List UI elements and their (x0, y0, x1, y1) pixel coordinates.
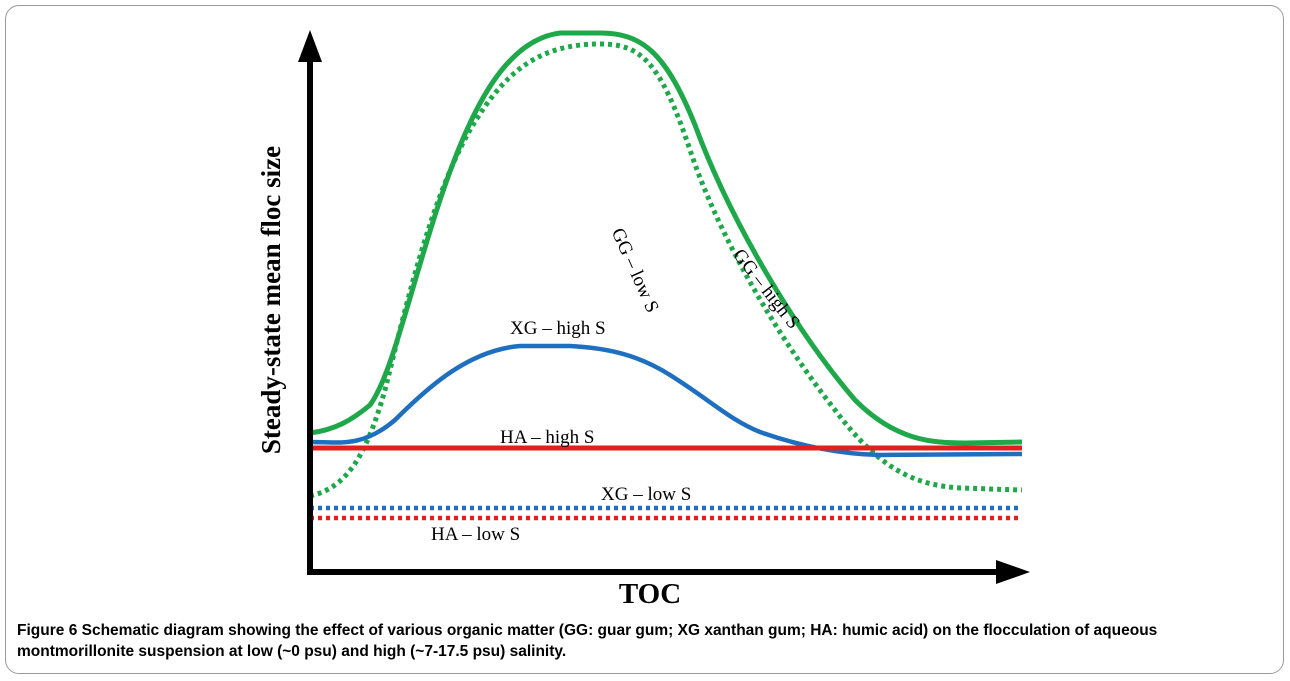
caption-prefix: Figure (17, 622, 65, 639)
figure-caption: Figure 6 Schematic diagram showing the e… (17, 620, 1267, 662)
figure-frame (5, 5, 1284, 674)
x-axis-arrowhead (996, 560, 1030, 584)
caption-number: 6 (68, 622, 78, 639)
label-xg-high: XG – high S (510, 318, 606, 339)
curve-xg-high (309, 343, 1023, 458)
label-ha-high: HA – high S (500, 427, 595, 448)
x-axis-title: TOC (618, 578, 682, 610)
label-xg-low: XG – low S (601, 484, 692, 505)
label-ha-low: HA – low S (431, 524, 521, 545)
y-axis-arrowhead (298, 30, 322, 62)
y-axis-title: Steady-state mean floc size (256, 145, 286, 455)
curve-gg-high (309, 30, 1023, 446)
caption-text: Schematic diagram showing the effect of … (17, 622, 1158, 660)
